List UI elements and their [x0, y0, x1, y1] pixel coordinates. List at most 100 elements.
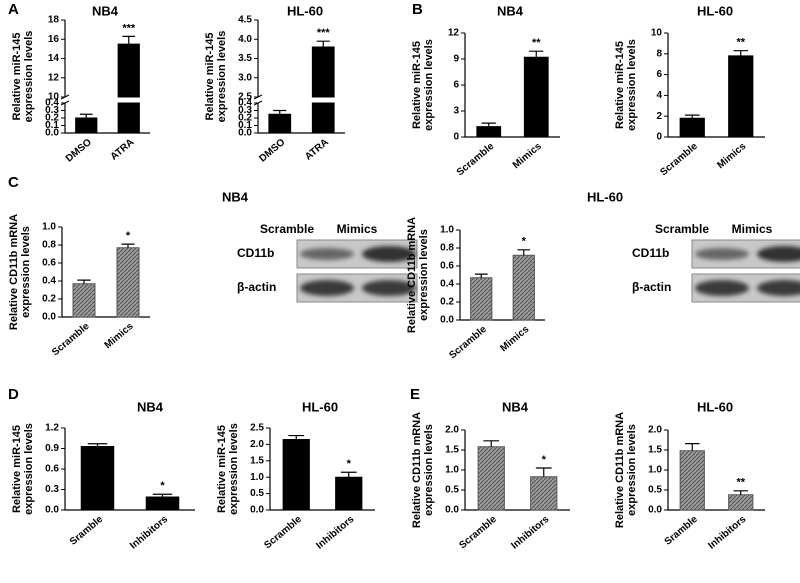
- x-tick-label: Scramble: [457, 514, 499, 552]
- x-tick-label: Scramble: [50, 321, 92, 359]
- error-bar: [733, 490, 749, 495]
- error-bar: [684, 114, 700, 119]
- blot-band: [362, 280, 416, 296]
- x-tick-label: DMSO: [257, 137, 287, 165]
- y-tick-label: 0.6: [440, 261, 454, 272]
- blot-column-label: Scramble: [260, 222, 314, 236]
- blot-band: [757, 246, 800, 262]
- blot-band: [300, 280, 354, 296]
- x-tick-label: Inhibitors: [314, 514, 356, 552]
- bar: [530, 476, 558, 511]
- bar: [311, 46, 335, 134]
- y-tick-label: 0: [453, 132, 459, 143]
- y-tick-label: 6: [656, 69, 662, 80]
- error-bar: [288, 434, 305, 440]
- y-axis-label: Relative miR-145: [614, 41, 626, 129]
- y-axis-label: expression levels: [228, 423, 240, 515]
- panel-letter: E: [410, 386, 420, 403]
- y-tick-label: 0.3: [45, 484, 59, 495]
- y-tick-label: 0.6: [45, 464, 59, 475]
- y-tick-label: 2: [656, 111, 662, 122]
- y-tick-label: 14: [48, 53, 60, 64]
- bar: [728, 494, 754, 511]
- y-tick-label: 6: [453, 80, 459, 91]
- y-tick-label: 0.2: [42, 294, 56, 305]
- chart-title: HL-60: [587, 189, 623, 204]
- x-tick-label: ATRA: [109, 137, 137, 163]
- blot-row-label: CD11b: [632, 246, 669, 260]
- y-tick-label: 2.0: [445, 425, 459, 436]
- blot-column-label: Mimics: [732, 222, 773, 236]
- y-tick-label: 0.2: [45, 113, 59, 124]
- significance: ***: [317, 27, 331, 39]
- bar: [145, 496, 180, 511]
- error-bar: [77, 279, 91, 284]
- bar: [679, 450, 705, 511]
- y-axis-label: expression levels: [23, 423, 35, 515]
- blot-row-label: β-actin: [632, 280, 671, 294]
- bar: [116, 247, 140, 318]
- y-tick-label: 0.0: [648, 505, 662, 516]
- y-tick-label: 9: [453, 54, 459, 65]
- y-tick-label: 18: [48, 15, 60, 26]
- y-axis-label: Relative CD11b mRNA: [406, 217, 418, 333]
- bar: [72, 283, 96, 318]
- y-axis-label: expression levels: [216, 31, 228, 123]
- y-axis-label: expression levels: [626, 39, 638, 131]
- y-tick-label: 0.5: [648, 485, 662, 496]
- y-tick-label: 3.0: [238, 72, 252, 83]
- y-tick-label: 0: [656, 132, 662, 143]
- y-tick-label: 0.1: [238, 120, 252, 131]
- error-bar: [481, 122, 496, 127]
- y-tick-label: 0.1: [45, 120, 59, 131]
- y-axis-label: expression levels: [423, 39, 435, 131]
- significance: *: [347, 458, 352, 470]
- error-bar: [79, 113, 93, 118]
- x-tick-label: Mimics: [498, 324, 531, 354]
- bar: [679, 117, 705, 138]
- x-tick-label: DMSO: [64, 137, 94, 165]
- y-tick-label: 2.5: [238, 92, 252, 103]
- error-bar: [340, 471, 357, 478]
- y-tick-label: 3.5: [238, 53, 252, 64]
- y-tick-label: 0.3: [45, 105, 59, 116]
- y-axis-label: Relative miR-145: [411, 41, 423, 129]
- x-tick-label: Mimics: [715, 141, 748, 171]
- y-tick-label: 2.0: [250, 439, 264, 450]
- error-bar: [529, 50, 544, 58]
- y-tick-label: 0.0: [45, 505, 59, 516]
- x-tick-label: Inhibitors: [128, 514, 170, 552]
- chart-title: HL-60: [697, 399, 733, 414]
- y-axis-label: Relative miR-145: [11, 32, 23, 120]
- y-tick-label: 0.6: [42, 258, 56, 269]
- y-tick-label: 0.3: [238, 105, 252, 116]
- bar: [80, 445, 115, 511]
- chart-title: HL-60: [287, 3, 323, 18]
- y-axis-label: Relative CD11b mRNA: [8, 214, 20, 330]
- y-tick-label: 0.4: [45, 98, 59, 109]
- y-axis-label: expression levels: [626, 424, 638, 516]
- bar: [282, 438, 310, 511]
- error-bar: [122, 35, 136, 45]
- error-bar: [273, 109, 287, 115]
- y-tick-label: 0.9: [45, 443, 59, 454]
- x-tick-label: Mimics: [511, 141, 544, 171]
- blot-column-label: Scramble: [655, 222, 709, 236]
- significance: *: [126, 230, 131, 242]
- y-tick-label: 0.5: [445, 485, 459, 496]
- x-tick-label: Sramble: [663, 514, 701, 548]
- panel-letter: B: [412, 1, 423, 18]
- chart-title: HL-60: [697, 3, 733, 18]
- error-bar: [121, 243, 135, 248]
- blot-band: [695, 248, 749, 260]
- y-tick-label: 0.0: [42, 312, 56, 323]
- y-tick-label: 1.0: [445, 465, 459, 476]
- significance: **: [736, 37, 745, 49]
- y-axis-label: expression levels: [423, 424, 435, 516]
- bar: [268, 113, 292, 134]
- significance: *: [160, 480, 165, 492]
- y-tick-label: 1.5: [445, 445, 459, 456]
- bar: [523, 56, 549, 138]
- x-tick-label: ATRA: [303, 137, 331, 163]
- y-tick-label: 0.0: [250, 505, 264, 516]
